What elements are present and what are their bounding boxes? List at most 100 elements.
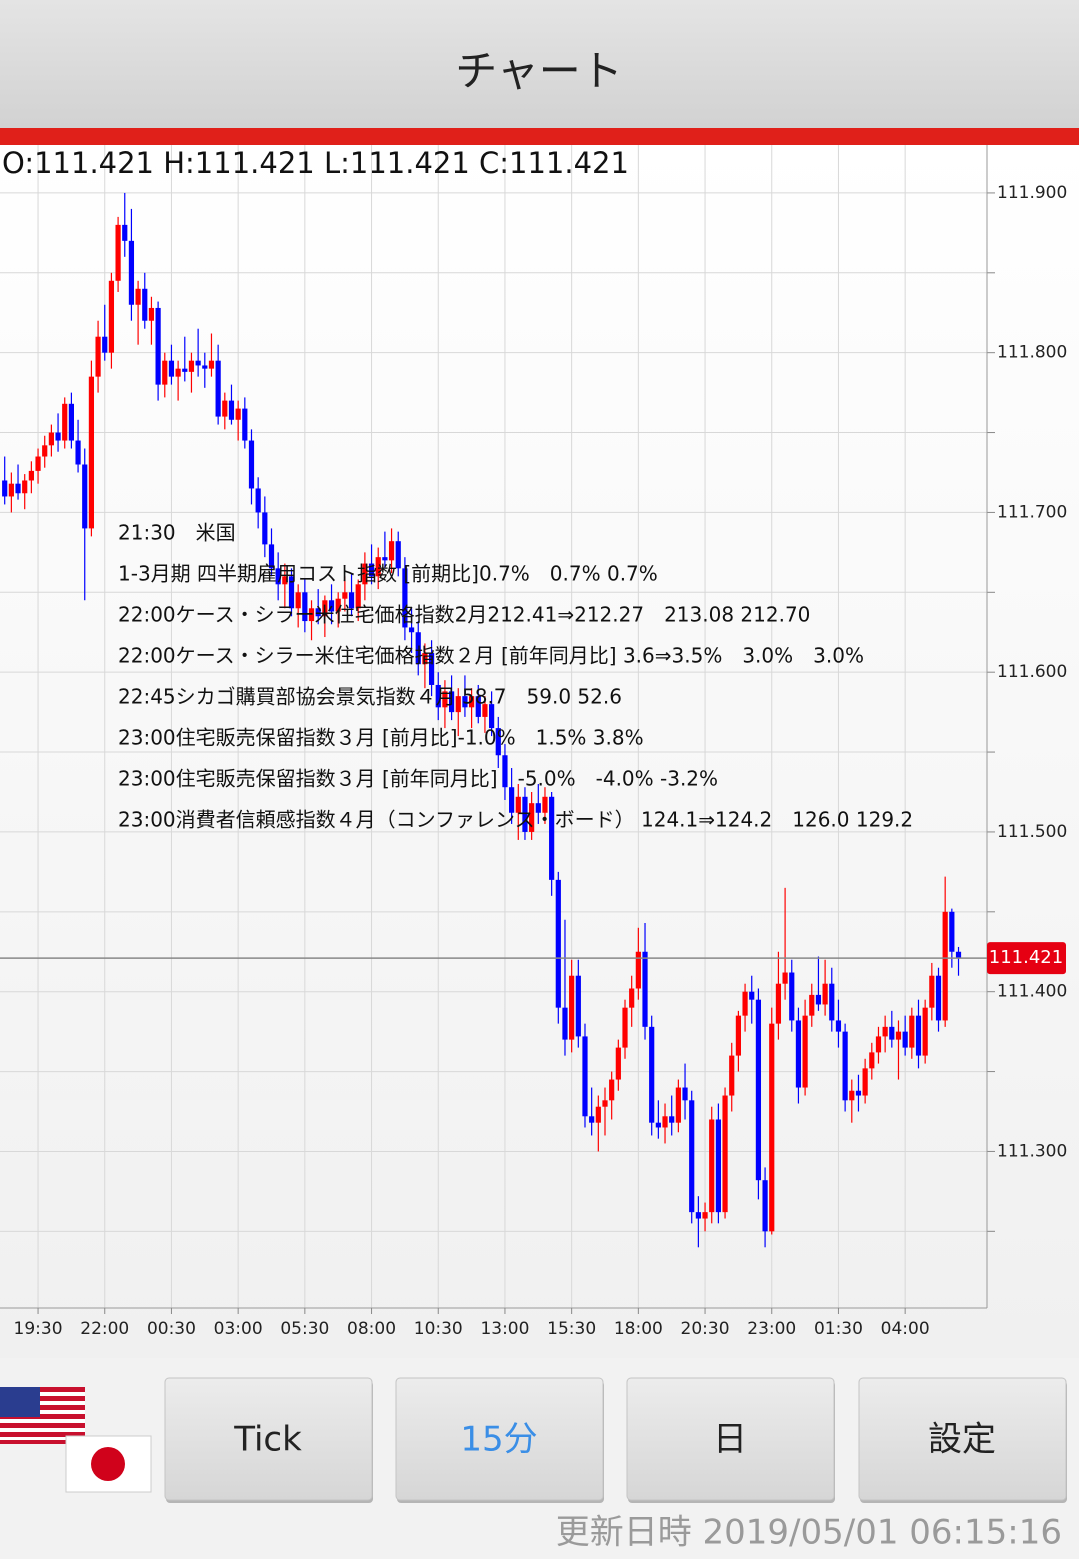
- button[interactable]: [164, 1377, 373, 1501]
- candle-body: [448, 691, 455, 713]
- candle-body: [42, 445, 48, 457]
- candle-body: [195, 360, 201, 366]
- candle-body: [288, 576, 295, 609]
- event-line: 22:00ケース・シラー米住宅価格指数2月212.41⇒212.27 213.0…: [118, 603, 810, 627]
- candle-body: [575, 975, 581, 1037]
- candle-body: [509, 787, 515, 813]
- candle-body: [722, 1095, 728, 1213]
- accent-bar: [0, 128, 1079, 145]
- candle-body: [589, 1116, 595, 1123]
- candle-body: [935, 975, 942, 1021]
- candle-body: [822, 983, 828, 1005]
- x-tick-label: 19:30: [14, 1319, 63, 1339]
- candle-body: [88, 376, 95, 529]
- candle-body: [248, 440, 255, 489]
- button[interactable]: [626, 1377, 835, 1501]
- candle-body: [542, 796, 548, 813]
- y-tick-label: 111.700: [997, 502, 1067, 522]
- button-label[interactable]: Tick: [233, 1420, 302, 1460]
- flag-us: [0, 1387, 85, 1444]
- candle-body: [555, 879, 561, 1008]
- candle-body: [489, 704, 495, 729]
- candle-body: [182, 368, 188, 372]
- event-line: 21:30 米国: [118, 521, 236, 545]
- button-label[interactable]: 15分: [460, 1420, 537, 1460]
- candle-body: [368, 563, 375, 577]
- candle-body: [782, 972, 788, 984]
- button[interactable]: [858, 1377, 1067, 1501]
- candle-body: [175, 368, 181, 377]
- candle-body: [215, 360, 221, 417]
- candle-body: [895, 1031, 902, 1040]
- candle-body: [909, 1015, 915, 1048]
- candle-body: [395, 541, 401, 569]
- candle-body: [408, 627, 415, 633]
- candle-body: [629, 988, 635, 1008]
- button-label[interactable]: 日: [713, 1420, 747, 1460]
- candle-body: [148, 307, 155, 321]
- candle-body: [202, 365, 208, 369]
- x-tick-label: 23:00: [747, 1319, 796, 1339]
- candle-body: [455, 696, 461, 713]
- last-price-label: 111.421: [989, 947, 1063, 968]
- candle-body: [128, 240, 135, 305]
- candle-body: [48, 432, 54, 446]
- candle-body: [68, 403, 74, 441]
- candle-body: [715, 1119, 721, 1213]
- candle-body: [102, 336, 108, 353]
- button[interactable]: [395, 1377, 604, 1501]
- x-tick-label: 08:00: [347, 1319, 396, 1339]
- candle-body: [709, 1119, 715, 1213]
- candle-body: [482, 704, 488, 717]
- candle-body: [208, 360, 215, 369]
- candle-body: [675, 1087, 681, 1123]
- candle-body: [348, 592, 355, 609]
- x-tick-label: 00:30: [147, 1319, 196, 1339]
- candle-body: [115, 224, 121, 281]
- candle-body: [435, 684, 441, 708]
- x-tick-label: 10:30: [414, 1319, 463, 1339]
- candle-body: [635, 951, 641, 989]
- candle-body: [562, 1007, 568, 1040]
- candle-body: [8, 483, 14, 497]
- y-tick-label: 111.300: [997, 1141, 1067, 1161]
- chart-background: [0, 145, 1079, 1358]
- ohlc-readout: O:111.421 H:111.421 L:111.421 C:111.421: [2, 146, 629, 180]
- candle-body: [535, 803, 541, 813]
- candle-body: [469, 696, 475, 708]
- candle-body: [915, 1015, 922, 1056]
- event-line: 23:00住宅販売保留指数３月 [前年同月比] -5.0% -4.0% -3.2…: [118, 767, 718, 791]
- candle-body: [695, 1212, 701, 1219]
- candle-body: [949, 911, 955, 952]
- y-tick-label: 111.500: [997, 822, 1067, 842]
- candle-body: [382, 557, 388, 561]
- x-tick-label: 01:30: [814, 1319, 863, 1339]
- candle-body: [729, 1055, 735, 1096]
- candle-body: [75, 440, 81, 465]
- candle-body: [62, 403, 68, 441]
- updated-time: 更新日時 2019/05/01 06:15:16: [556, 1513, 1062, 1553]
- candle-body: [855, 1090, 862, 1096]
- candle-body: [235, 408, 241, 420]
- candle-body: [842, 1031, 848, 1101]
- candle-body: [569, 975, 575, 1040]
- candle-body: [669, 1116, 675, 1123]
- plot: 111.300 111.400 111.500 111.600 111.700 111.8…: [0, 145, 1067, 1339]
- candle-body: [108, 280, 115, 353]
- candle-body: [475, 696, 481, 717]
- candle-body: [142, 288, 148, 321]
- candle-body: [122, 224, 128, 241]
- candle-body: [862, 1068, 868, 1096]
- candle-body: [262, 512, 268, 545]
- button-label[interactable]: 設定: [928, 1420, 996, 1460]
- header-bar: [0, 0, 1079, 128]
- candle-body: [308, 608, 315, 622]
- event-line: 1-3月期 四半期雇用コスト指数 [前期比]0.7% 0.7% 0.7%: [118, 562, 658, 586]
- candle-body: [902, 1031, 908, 1048]
- event-line: 22:00ケース・シラー米住宅価格指数２月 [前年同月比] 3.6⇒3.5% 3…: [118, 644, 864, 668]
- x-tick-label: 18:00: [614, 1319, 663, 1339]
- candle-body: [582, 1036, 588, 1117]
- event-line: 23:00住宅販売保留指数３月 [前月比]-1.0% 1.5% 3.8%: [118, 726, 644, 750]
- candle-body: [155, 307, 161, 385]
